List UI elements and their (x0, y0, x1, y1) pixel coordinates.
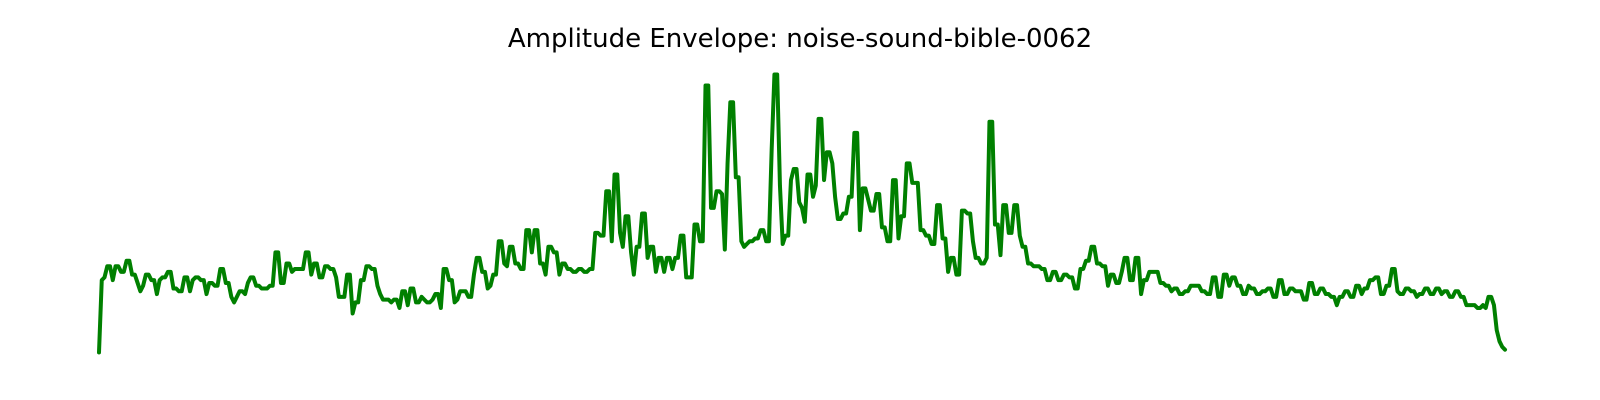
plot-area (97, 72, 1507, 355)
envelope-series-line (97, 72, 1507, 355)
chart-title: Amplitude Envelope: noise-sound-bible-00… (507, 24, 1093, 54)
